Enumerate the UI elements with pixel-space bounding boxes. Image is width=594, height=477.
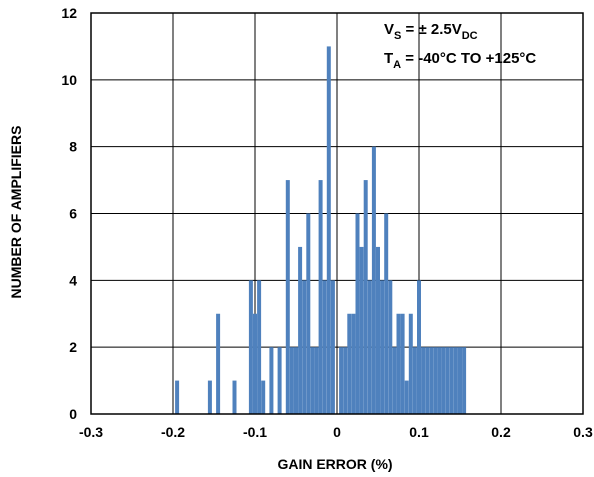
x-tick-label: -0.3	[79, 424, 103, 440]
histogram-bar	[400, 313, 405, 414]
histogram-bar	[363, 180, 368, 414]
histogram-bar	[314, 347, 319, 414]
histogram-bar	[433, 347, 438, 414]
histogram-bar	[277, 347, 282, 414]
ann-line1-sub2: DC	[462, 30, 478, 42]
x-tick-label: 0.2	[491, 424, 511, 440]
histogram-bar	[408, 313, 413, 414]
ann-line2-sub: A	[393, 59, 401, 71]
histogram-bar	[355, 213, 360, 414]
histogram-bar	[458, 347, 462, 414]
histogram-bar	[412, 347, 417, 414]
y-axis-title: NUMBER OF AMPLIFIERS	[8, 126, 24, 299]
histogram-bar	[371, 146, 376, 414]
histogram-bar	[425, 347, 430, 414]
y-tick-label: 4	[69, 272, 77, 288]
histogram-bar	[285, 180, 290, 414]
histogram-bar	[376, 246, 380, 414]
x-tick-label: 0.1	[409, 424, 429, 440]
svg-text:TA = -40°C TO +125°C: TA = -40°C TO +125°C	[384, 50, 536, 71]
histogram-bar	[384, 213, 389, 414]
histogram-bar	[306, 213, 311, 414]
histogram-bar	[257, 280, 262, 414]
histogram-bar	[302, 280, 307, 414]
histogram-bar	[388, 280, 393, 414]
bars	[175, 46, 467, 415]
x-tick-label: 0.3	[573, 424, 593, 440]
ann-line2-rest: = -40°C TO +125°C	[401, 50, 536, 67]
x-axis-title: GAIN ERROR (%)	[277, 456, 392, 472]
histogram-bar	[441, 347, 446, 414]
histogram-bar	[310, 347, 315, 414]
histogram-bar	[462, 347, 467, 414]
grid-lines	[90, 12, 584, 415]
y-tick-label: 2	[69, 339, 77, 355]
histogram-bar	[429, 347, 434, 414]
histogram-bar	[253, 313, 257, 414]
histogram-bar	[343, 347, 348, 414]
y-tick-label: 0	[69, 406, 77, 422]
annotation-supply: VS = ± 2.5VDC	[384, 21, 478, 42]
histogram-bar	[396, 313, 401, 414]
histogram-bar	[449, 347, 454, 414]
x-tick-label: 0	[333, 424, 341, 440]
histogram-bar	[175, 380, 180, 414]
ann-line1-sub: S	[394, 30, 401, 42]
histogram-bar	[421, 347, 426, 414]
histogram-bar	[445, 347, 450, 414]
x-tick-label: -0.1	[243, 424, 267, 440]
histogram-bar	[367, 280, 372, 414]
histogram-bar	[404, 380, 409, 414]
histogram-bar	[380, 280, 385, 414]
histogram-bar	[417, 280, 421, 414]
annotation-temperature: TA = -40°C TO +125°C	[384, 50, 536, 71]
y-tick-label: 8	[69, 139, 77, 155]
histogram-bar	[318, 180, 323, 414]
histogram-bar	[359, 246, 364, 414]
histogram-bar	[437, 347, 442, 414]
y-tick-label: 6	[69, 206, 77, 222]
histogram-bar	[269, 347, 274, 414]
y-tick-label: 10	[61, 72, 77, 88]
histogram-bar	[339, 347, 344, 414]
plot-frame	[90, 12, 584, 415]
histogram-bar	[232, 380, 237, 414]
ann-line1-main: V	[384, 21, 394, 38]
histogram-bar	[248, 280, 253, 414]
svg-text:VS = ± 2.5VDC: VS = ± 2.5VDC	[384, 21, 478, 42]
histogram-bar	[347, 313, 352, 414]
y-tick-labels: 0 2 4 6 8 10 12	[61, 5, 77, 422]
histogram-bar	[298, 246, 303, 414]
histogram-bar	[330, 280, 335, 414]
histogram-bar	[207, 380, 212, 414]
histogram-bar	[216, 313, 221, 414]
x-tick-labels: -0.3 -0.2 -0.1 0 0.1 0.2 0.3	[79, 424, 593, 440]
histogram-bar	[326, 46, 331, 415]
histogram-bar	[322, 280, 327, 414]
histogram-bar	[392, 347, 397, 414]
histogram-bar	[261, 380, 266, 414]
ann-line1-rest: = ± 2.5V	[401, 21, 461, 38]
x-tick-label: -0.2	[161, 424, 185, 440]
histogram-bar	[351, 313, 356, 414]
y-tick-label: 12	[61, 5, 77, 21]
histogram-bar	[294, 347, 298, 414]
histogram-bar	[289, 347, 294, 414]
histogram-bar	[453, 347, 458, 414]
ann-line2-main: T	[384, 50, 393, 67]
